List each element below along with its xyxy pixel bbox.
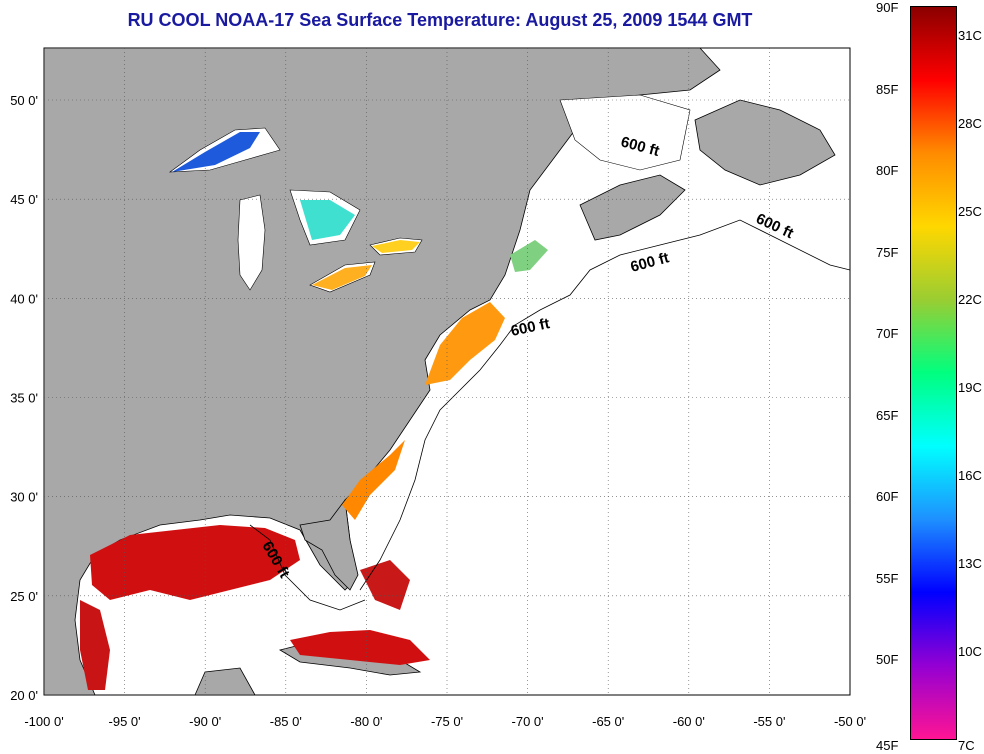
celsius-label: 7C (958, 738, 975, 753)
celsius-label: 22C (958, 292, 982, 307)
sst-caribbean (290, 630, 430, 665)
nova-scotia-land (579, 174, 686, 241)
latitude-tick-label: 30 0' (10, 490, 38, 505)
sst-lake-erie (312, 265, 372, 290)
celsius-label: 16C (958, 468, 982, 483)
longitude-ticks: -100 0' -95 0' -90 0' -85 0' -80 0' -75 0' -70… (24, 714, 866, 729)
longitude-tick-label: -100 0' (24, 714, 63, 729)
sst-southeast-shelf (342, 440, 405, 520)
newfoundland-land (694, 99, 836, 186)
celsius-label: 13C (958, 556, 982, 571)
longitude-tick-label: -90 0' (189, 714, 221, 729)
celsius-label: 10C (958, 644, 982, 659)
temperature-colorbar (910, 6, 957, 740)
fahrenheit-label: 70F (876, 326, 899, 341)
sst-lake-michigan-huron (300, 200, 355, 240)
longitude-tick-label: -55 0' (753, 714, 785, 729)
longitude-tick-label: -70 0' (512, 714, 544, 729)
florida-land (299, 498, 359, 591)
latitude-tick-label: 50 0' (10, 93, 38, 108)
fahrenheit-label: 80F (876, 163, 899, 178)
sst-bahamas (360, 560, 410, 610)
sst-gulf-maine (510, 240, 548, 272)
longitude-tick-label: -95 0' (109, 714, 141, 729)
sst-lake-ontario (372, 240, 420, 253)
longitude-tick-label: -50 0' (834, 714, 866, 729)
sst-gulf-mexico (90, 525, 300, 600)
map-title: RU COOL NOAA-17 Sea Surface Temperature:… (127, 10, 753, 30)
fahrenheit-label: 60F (876, 489, 899, 504)
longitude-tick-label: -65 0' (592, 714, 624, 729)
longitude-tick-label: -75 0' (431, 714, 463, 729)
sst-mid-atlantic (425, 302, 505, 385)
fahrenheit-label: 65F (876, 407, 899, 423)
fahrenheit-label: 85F (876, 81, 899, 97)
sst-lake-superior (172, 132, 260, 172)
longitude-tick-label: -80 0' (350, 714, 382, 729)
longitude-tick-label: -85 0' (270, 714, 302, 729)
fahrenheit-label: 75F (876, 244, 899, 260)
fahrenheit-label: 50F (876, 652, 899, 667)
yucatan-land (194, 667, 256, 696)
celsius-label: 25C (958, 204, 982, 219)
latitude-tick-label: 40 0' (10, 291, 38, 306)
fahrenheit-label: 55F (876, 570, 899, 586)
latitude-tick-label: 35 0' (10, 391, 38, 406)
sst-gulf-west-coast (80, 600, 110, 690)
latitude-ticks: 50 0' 45 0' 40 0' 35 0' 30 0' 25 0' 20 0' (10, 93, 38, 703)
latitude-tick-label: 45 0' (10, 192, 38, 207)
celsius-label: 19C (958, 380, 982, 395)
latitude-tick-label: 25 0' (10, 589, 38, 604)
celsius-label: 28C (958, 116, 982, 131)
latitude-tick-label: 20 0' (10, 688, 38, 703)
lake-michigan (237, 194, 266, 291)
celsius-label: 31C (958, 28, 982, 43)
longitude-tick-label: -60 0' (673, 714, 705, 729)
fahrenheit-label: 45F (876, 738, 899, 753)
fahrenheit-label: 90F (876, 0, 899, 15)
isobath-600ft (249, 219, 851, 611)
gulf-st-lawrence (559, 94, 691, 171)
